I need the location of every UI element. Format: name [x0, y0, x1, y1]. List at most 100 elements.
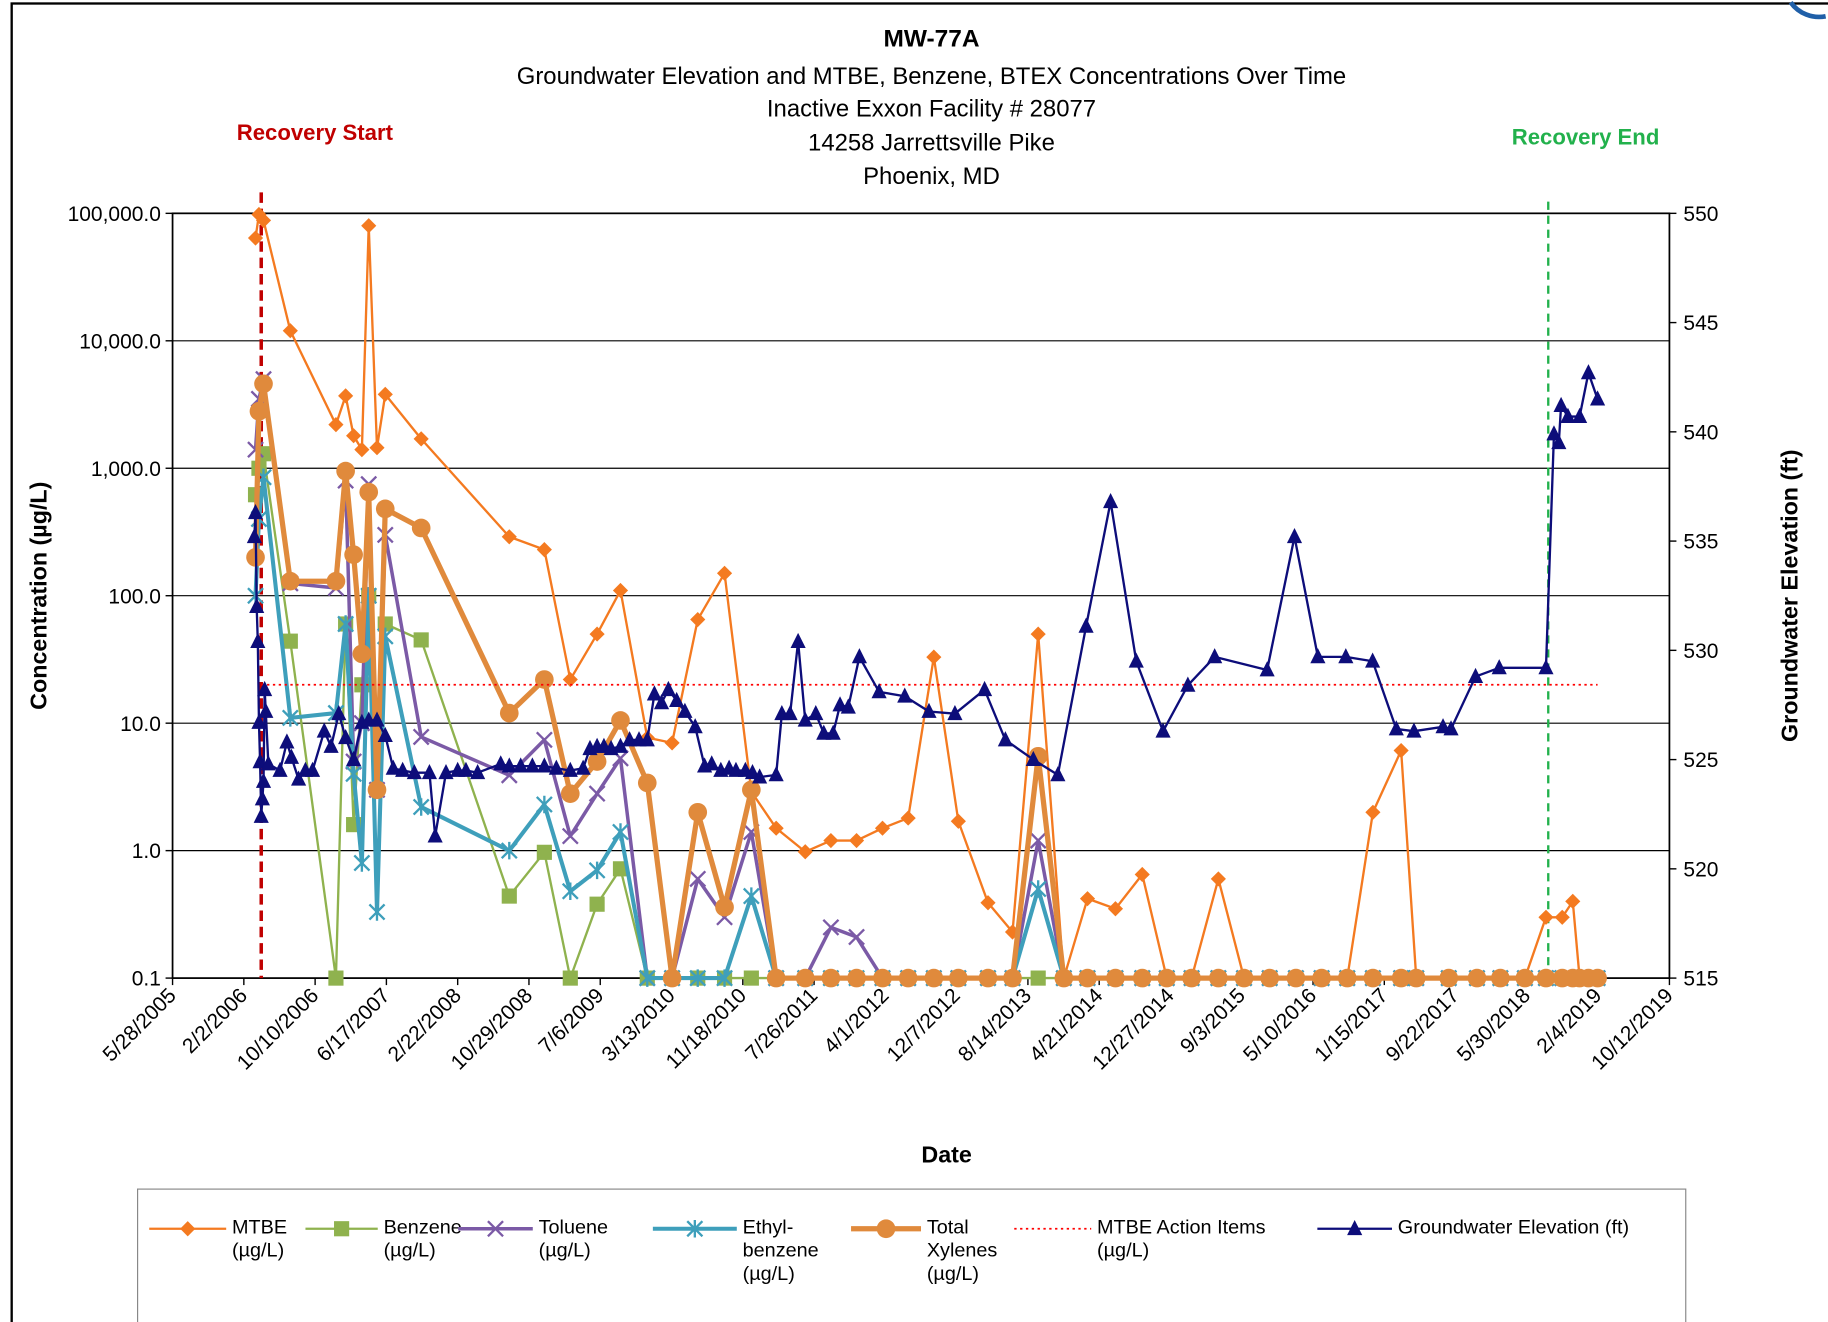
data-point	[501, 888, 517, 904]
data-point	[1467, 968, 1487, 988]
logo-fragment	[1788, 0, 1827, 20]
data-point	[690, 611, 706, 628]
data-point	[848, 928, 865, 946]
data-point	[336, 461, 355, 481]
data-point	[331, 704, 347, 721]
data-point	[1078, 968, 1097, 988]
chart-subtitle: Inactive Exxon Facility # 28077	[767, 96, 1096, 123]
y2-tick-label: 525	[1683, 749, 1718, 772]
data-point	[345, 765, 363, 783]
data-point	[1025, 750, 1041, 767]
data-point	[257, 680, 273, 697]
data-point	[1391, 968, 1411, 988]
data-point	[337, 615, 355, 633]
data-point	[1029, 880, 1047, 898]
data-point	[562, 761, 578, 777]
data-point	[458, 761, 474, 777]
annotation-label: Recovery Start	[237, 120, 394, 145]
data-point	[662, 968, 682, 988]
data-point	[1128, 652, 1144, 668]
y-tick-label: 1,000.0	[91, 458, 161, 481]
data-point	[1515, 968, 1535, 988]
data-point	[328, 970, 344, 986]
data-point	[1365, 652, 1381, 668]
data-point	[413, 632, 429, 648]
data-point	[612, 861, 629, 877]
data-point	[421, 763, 438, 780]
data-point	[395, 761, 411, 777]
y-tick-label: 0.1	[132, 968, 161, 991]
data-point	[1259, 661, 1275, 677]
data-point	[1134, 866, 1150, 883]
data-point	[980, 895, 996, 911]
data-point	[795, 968, 815, 988]
data-point	[411, 518, 431, 538]
data-point	[524, 757, 540, 773]
data-point	[689, 969, 707, 987]
data-point	[352, 644, 372, 664]
y-axis-label: Concentration (µg/L)	[26, 482, 52, 710]
legend-label: Benzene (µg/L)	[383, 1215, 462, 1262]
data-point	[704, 755, 720, 771]
data-point	[249, 597, 265, 614]
data-point	[1554, 909, 1570, 925]
legend-label-box: Total Xylenes (µg/L)	[927, 1216, 998, 1285]
data-point	[487, 1220, 504, 1238]
data-point	[499, 703, 519, 723]
data-point	[1029, 832, 1047, 849]
data-point	[808, 704, 824, 721]
data-point	[412, 728, 430, 746]
data-point	[255, 772, 272, 788]
data-point	[1312, 968, 1331, 988]
data-point	[1003, 968, 1022, 988]
data-point	[316, 722, 332, 738]
data-point	[1467, 667, 1484, 683]
data-point	[768, 766, 784, 782]
data-point	[353, 854, 371, 872]
data-point	[715, 897, 734, 917]
data-point	[575, 759, 591, 775]
data-point	[997, 731, 1013, 747]
data-point	[536, 757, 552, 773]
data-point	[346, 750, 362, 767]
data-point	[686, 1219, 704, 1238]
data-point	[1551, 434, 1567, 450]
data-point	[562, 970, 578, 986]
data-point	[588, 861, 606, 880]
data-point	[500, 841, 518, 860]
data-point	[653, 694, 670, 710]
data-point	[279, 733, 295, 749]
legend-label-box: MTBE Action Items (µg/L)	[1097, 1216, 1266, 1261]
data-point	[368, 903, 386, 921]
data-point	[871, 683, 887, 699]
data-point	[291, 770, 307, 786]
data-point	[638, 969, 656, 987]
data-point	[790, 632, 806, 649]
legend-label-box: Toluene (µg/L)	[539, 1216, 608, 1261]
data-point	[501, 757, 517, 773]
legend-label: Groundwater Elevation (ft)	[1397, 1215, 1630, 1239]
data-point	[338, 388, 354, 404]
data-point	[258, 702, 274, 718]
chart-frame	[10, 2, 1828, 1322]
data-point	[840, 698, 856, 714]
y2-axis-label: Groundwater Elevation (ft)	[1777, 449, 1803, 742]
data-point	[637, 773, 657, 793]
data-point	[323, 737, 339, 753]
data-point	[427, 827, 443, 843]
data-point	[639, 731, 655, 747]
data-point	[535, 670, 554, 689]
data-point	[334, 1221, 350, 1237]
data-point	[1310, 648, 1326, 664]
legend-label-box: Groundwater Elevation (ft)	[1397, 1215, 1630, 1239]
data-point	[921, 702, 937, 718]
data-point	[687, 718, 703, 734]
data-point	[766, 968, 786, 988]
data-point	[876, 1219, 896, 1239]
data-point	[716, 565, 733, 581]
data-point	[847, 968, 866, 988]
data-point	[1580, 364, 1597, 380]
data-point	[369, 711, 385, 727]
data-point	[897, 687, 913, 703]
